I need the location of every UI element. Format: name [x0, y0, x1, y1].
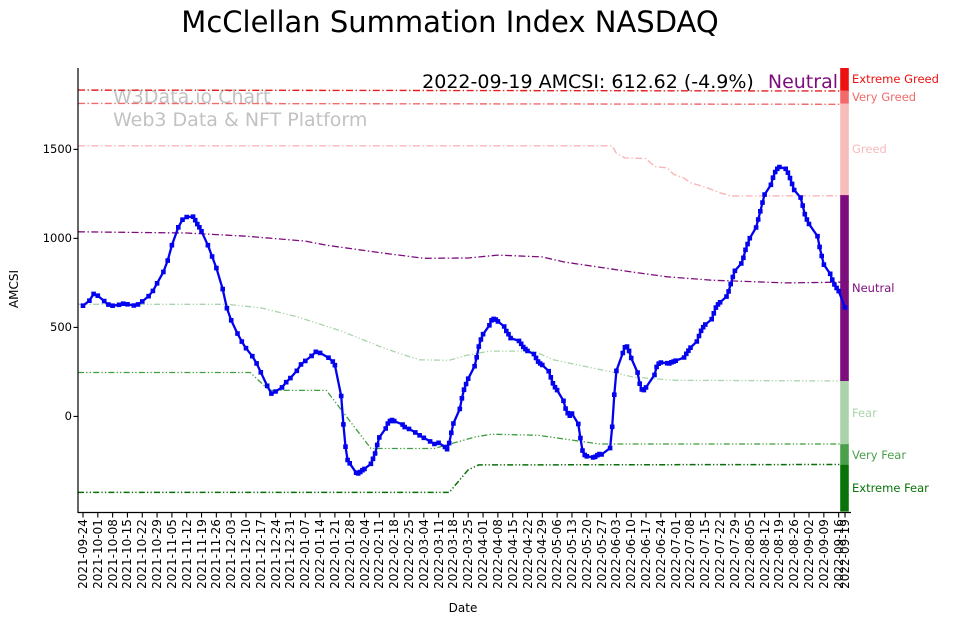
x-tick-label: 2022-07-01 [668, 519, 683, 589]
sentiment-bar-neutral [840, 195, 849, 381]
x-tick-label: 2022-06-17 [639, 519, 654, 589]
x-tick-label: 2022-08-19 [772, 519, 787, 589]
x-tick-label: 2021-10-22 [135, 519, 150, 589]
greed-threshold [78, 145, 849, 197]
x-tick-label: 2022-08-26 [787, 519, 802, 589]
x-tick-label: 2021-12-24 [268, 519, 283, 589]
x-tick-label: 2021-12-17 [253, 519, 268, 589]
sentiment-label-greed: Greed [852, 142, 887, 157]
annotation-sentiment: Neutral [767, 71, 838, 93]
x-tick-label: 2022-09-02 [802, 519, 817, 589]
x-tick-label: 2022-04-29 [535, 519, 550, 589]
x-tick-label: 2022-03-25 [461, 519, 476, 589]
y-tick-label: 1500 [42, 142, 72, 157]
sentiment-bar-greed [840, 103, 849, 196]
sentiment-label-extreme-greed: Extreme Greed [852, 72, 939, 87]
x-tick-label: 2022-07-29 [727, 519, 742, 589]
x-tick-label: 2022-08-12 [757, 519, 772, 589]
x-tick-label: 2021-10-29 [150, 519, 165, 589]
x-tick-label: 2022-08-05 [742, 519, 757, 589]
x-tick-label: 2022-04-22 [520, 519, 535, 589]
annotation-text: 2022-09-19 AMCSI: 612.62 (-4.9%) [422, 71, 754, 93]
x-tick-label: 2022-04-08 [490, 519, 505, 589]
x-tick-label: 2022-01-07 [298, 519, 313, 589]
fear-threshold [78, 303, 849, 382]
x-tick-label: 2022-09-19 [838, 519, 853, 589]
x-tick-label: 2021-10-15 [120, 519, 135, 589]
x-tick-label: 2021-11-05 [164, 519, 179, 589]
page-title: McClellan Summation Index NASDAQ [181, 5, 719, 39]
x-tick-label: 2022-03-04 [416, 519, 431, 589]
very-fear-threshold [78, 371, 849, 450]
x-tick-label: 2022-06-24 [653, 519, 668, 589]
x-tick-label: 2021-11-26 [209, 519, 224, 589]
sentiment-label-fear: Fear [852, 405, 877, 420]
x-tick-label: 2021-11-19 [194, 519, 209, 589]
x-tick-label: 2022-03-18 [446, 519, 461, 589]
extreme-fear-threshold [78, 463, 849, 494]
sentiment-bar-very-greed [840, 90, 849, 104]
x-tick-label: 2021-12-31 [283, 519, 298, 589]
x-tick-label: 2022-04-01 [476, 519, 491, 589]
x-tick-label: 2022-07-22 [713, 519, 728, 589]
x-tick-label: 2022-05-06 [550, 519, 565, 589]
x-tick-label: 2022-05-20 [579, 519, 594, 589]
x-tick-label: 2021-10-01 [90, 519, 105, 589]
latest-value-annotation: 2022-09-19 AMCSI: 612.62 (-4.9%) Neutral [422, 71, 838, 93]
x-tick-label: 2021-09-24 [76, 519, 90, 589]
very-greed-threshold [77, 102, 849, 105]
y-tick-label: 500 [50, 320, 72, 335]
x-tick-label: 2022-02-25 [401, 519, 416, 589]
y-tick-label: 0 [64, 409, 72, 424]
sentiment-label-very-greed: Very Greed [852, 90, 917, 105]
x-tick-label: 2022-07-15 [698, 519, 713, 589]
sentiment-label-very-fear: Very Fear [852, 447, 907, 462]
amcsi-markers [80, 164, 848, 476]
x-tick-label: 2022-07-08 [683, 519, 698, 589]
neutral-threshold [77, 231, 849, 284]
watermark-line1: W3Data.io Chart [113, 86, 271, 108]
x-tick-label: 2021-12-03 [224, 519, 239, 589]
watermark-line2: Web3 Data & NFT Platform [113, 109, 368, 131]
x-tick-label: 2022-09-09 [816, 519, 831, 589]
x-tick-label: 2022-01-21 [327, 519, 342, 589]
x-tick-label: 2022-04-15 [505, 519, 520, 589]
x-tick-label: 2022-02-18 [387, 519, 402, 589]
x-tick-label: 2022-06-03 [609, 519, 624, 589]
x-tick-label: 2021-12-10 [238, 519, 253, 589]
x-tick-label: 2022-02-04 [357, 519, 372, 589]
x-tick-label: 2022-01-28 [342, 519, 357, 589]
sentiment-bar-fear [840, 381, 849, 445]
sentiment-label-neutral: Neutral [852, 281, 895, 296]
x-tick-label: 2022-05-27 [594, 519, 609, 589]
sentiment-bar-extreme-greed [840, 68, 849, 91]
x-tick-label: 2022-02-11 [372, 519, 387, 589]
x-tick-label: 2021-11-12 [179, 519, 194, 589]
sentiment-label-extreme-fear: Extreme Fear [852, 481, 929, 496]
x-tick-label: 2022-06-10 [624, 519, 639, 589]
x-axis-label: Date [448, 601, 478, 615]
sentiment-bar-extreme-fear [840, 464, 849, 512]
x-tick-label: 2021-10-08 [105, 519, 120, 589]
sentiment-bar-very-fear [840, 444, 849, 465]
x-tick-label: 2022-05-13 [564, 519, 579, 589]
y-tick-label: 1000 [42, 231, 72, 246]
x-tick-label: 2022-01-14 [313, 519, 328, 589]
x-tick-label: 2022-03-11 [431, 519, 446, 589]
y-axis-label: AMCSI [7, 269, 21, 309]
amcsi-line [82, 165, 847, 475]
extreme-greed-threshold [77, 89, 849, 92]
